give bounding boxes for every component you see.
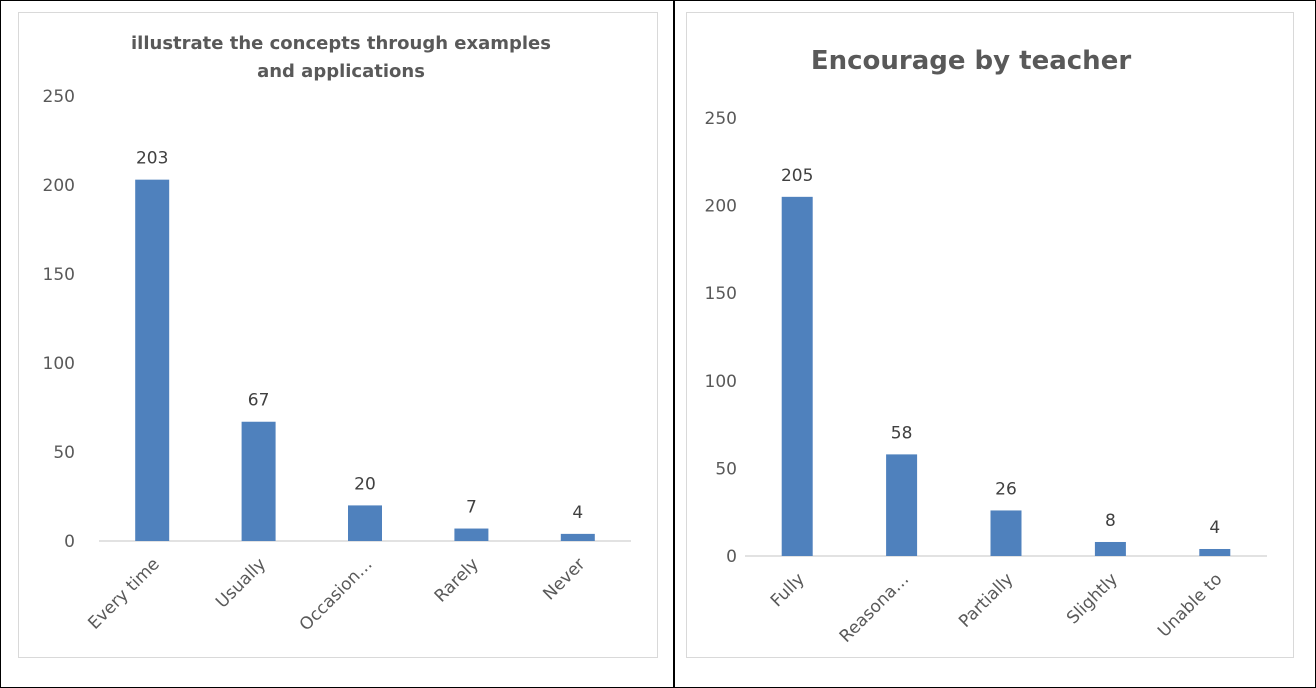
chart-2-bar-partially [990, 510, 1022, 556]
chart-1-data-label-never: 4 [572, 503, 583, 523]
chart-2-category-label-fully: Fully [767, 569, 809, 611]
chart-1-y-tick-200: 200 [43, 176, 75, 196]
chart-2-category-label-reasona: Reasona… [836, 569, 913, 646]
chart-encourage-by-teacher: Encourage by teacher 0 50 100 150 200 250 205 Fu… [686, 12, 1294, 658]
chart-2-category-label-slightly: Slightly [1063, 569, 1122, 628]
chart-1-category-label-occasion: Occasion… [296, 554, 377, 635]
chart-1-bar-never [560, 533, 595, 541]
chart-2-bar-reasona [886, 454, 918, 556]
chart-2-data-label-fully: 205 [781, 166, 813, 186]
chart-2-bar-slightly [1094, 541, 1126, 556]
chart-1-bar-every-time [135, 179, 170, 541]
chart-2-data-label-slightly: 8 [1105, 511, 1116, 531]
chart-1-title-line-2: and applications [257, 61, 425, 82]
chart-2-bar-unable-to [1199, 548, 1231, 556]
chart-examples-applications: illustrate the concepts through examples… [18, 12, 658, 658]
chart-1-bar-rarely [454, 528, 489, 541]
chart-2-data-label-partially: 26 [995, 479, 1017, 499]
chart-1-y-tick-0: 0 [64, 532, 75, 552]
chart-2-svg: Encourage by teacher 0 50 100 150 200 250 205 Fu… [705, 46, 1267, 647]
chart-1-bar-usually [241, 421, 276, 541]
chart-1-category-label-never: Never [539, 554, 589, 604]
chart-1-y-tick-50: 50 [53, 443, 75, 463]
chart-1-category-label-every-time: Every time [84, 554, 163, 633]
chart-2-y-tick-50: 50 [715, 459, 737, 479]
chart-1-data-label-occasion: 20 [354, 474, 376, 494]
chart-2-category-label-partially: Partially [955, 569, 1017, 631]
chart-1-bar-occasion [348, 505, 382, 541]
chart-1-data-label-every-time: 203 [136, 149, 168, 169]
chart-1-data-label-usually: 67 [248, 391, 270, 411]
chart-2-title-line-1: Encourage by teacher [811, 46, 1131, 76]
chart-1-y-tick-150: 150 [43, 265, 75, 285]
chart-2-category-label-unable-to: Unable to [1154, 569, 1226, 641]
chart-2-y-tick-100: 100 [705, 372, 737, 392]
chart-2-data-label-unable-to: 4 [1209, 518, 1220, 538]
table-divider [673, 0, 675, 688]
chart-1-svg: illustrate the concepts through examples… [43, 33, 631, 635]
chart-1-title-line-1: illustrate the concepts through examples [131, 33, 551, 54]
chart-2-bar-fully [781, 196, 813, 556]
chart-2-y-tick-200: 200 [705, 197, 737, 217]
chart-2-data-label-reasona: 58 [891, 423, 913, 443]
chart-2-y-tick-250: 250 [705, 109, 737, 129]
chart-1-category-label-usually: Usually [212, 554, 270, 612]
chart-1-data-label-rarely: 7 [466, 498, 477, 518]
chart-1-category-label-rarely: Rarely [431, 554, 483, 606]
chart-1-y-tick-100: 100 [43, 354, 75, 374]
chart-2-y-tick-0: 0 [726, 547, 737, 567]
chart-2-y-tick-150: 150 [705, 284, 737, 304]
chart-1-y-tick-250: 250 [43, 87, 75, 107]
